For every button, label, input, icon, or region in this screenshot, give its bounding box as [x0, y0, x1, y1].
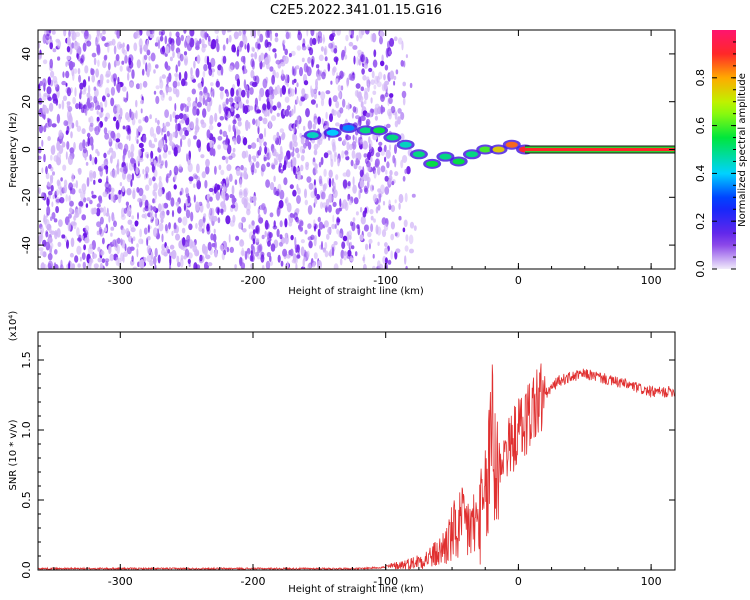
- signal-point-core: [399, 141, 412, 148]
- y-tick-label: 20: [20, 95, 33, 109]
- x-tick-label: 100: [641, 575, 662, 588]
- x-tick-label: -200: [241, 274, 266, 287]
- x-tick-label: -100: [373, 274, 398, 287]
- colorbar-tick-label: 0.6: [694, 117, 707, 135]
- colorbar-tick-label: 0.4: [694, 165, 707, 183]
- colorbar-label: Normalized spectral amplitude: [737, 73, 748, 227]
- y-axis-label: Frequency (Hz): [8, 112, 19, 188]
- y-tick-label: 0.5: [20, 491, 33, 509]
- y-scale-label: (x10⁴): [8, 311, 19, 342]
- colorbar-tick-label: 0.2: [694, 212, 707, 230]
- noise-speckles: [38, 30, 417, 269]
- x-tick-label: -300: [108, 575, 133, 588]
- signal-point-core: [412, 151, 425, 158]
- x-tick-label: 0: [515, 575, 522, 588]
- figure-title: C2E5.2022.341.01.15.G16: [270, 3, 442, 18]
- signal-point-core: [306, 132, 319, 139]
- x-axis-label: Height of straight line (km): [288, 286, 424, 297]
- y-axis-label: SNR (10 * v/v): [8, 419, 19, 490]
- signal-point-core: [326, 129, 339, 136]
- signal-point-core: [492, 146, 505, 153]
- line-chart-frame: [37, 331, 676, 571]
- signal-point-core: [386, 134, 399, 141]
- signal-point-core: [452, 158, 465, 165]
- x-tick-label: 0: [515, 274, 522, 287]
- y-tick-label: -20: [20, 188, 33, 206]
- colorbar-tick-label: 0.8: [694, 69, 707, 87]
- x-tick-label: -300: [108, 274, 133, 287]
- heatmap-plot-area: [38, 30, 675, 269]
- x-tick-label: -100: [373, 575, 398, 588]
- y-tick-label: 1.0: [20, 421, 33, 439]
- colorbar: [712, 30, 736, 269]
- y-tick-label: 1.5: [20, 351, 33, 369]
- y-tick-label: -40: [20, 236, 33, 254]
- signal-point-core: [439, 153, 452, 160]
- x-axis-label: Height of straight line (km): [288, 584, 424, 595]
- y-tick-label: 0: [20, 146, 33, 153]
- y-tick-label: 40: [20, 47, 33, 61]
- constant-line-core: [525, 148, 675, 151]
- line-plot-area: [38, 363, 675, 570]
- signal-point-core: [342, 124, 355, 131]
- y-tick-label: 0.0: [20, 561, 33, 579]
- signal-point-core: [465, 151, 478, 158]
- signal-point-core: [505, 141, 518, 148]
- signal-point-core: [479, 146, 492, 153]
- x-tick-label: 100: [641, 274, 662, 287]
- signal-point-core: [426, 160, 439, 167]
- signal-point-core: [373, 127, 386, 134]
- x-tick-label: -200: [241, 575, 266, 588]
- snr-series-line: [38, 363, 675, 570]
- colorbar-tick-label: 0.0: [694, 260, 707, 278]
- signal-point-core: [359, 127, 372, 134]
